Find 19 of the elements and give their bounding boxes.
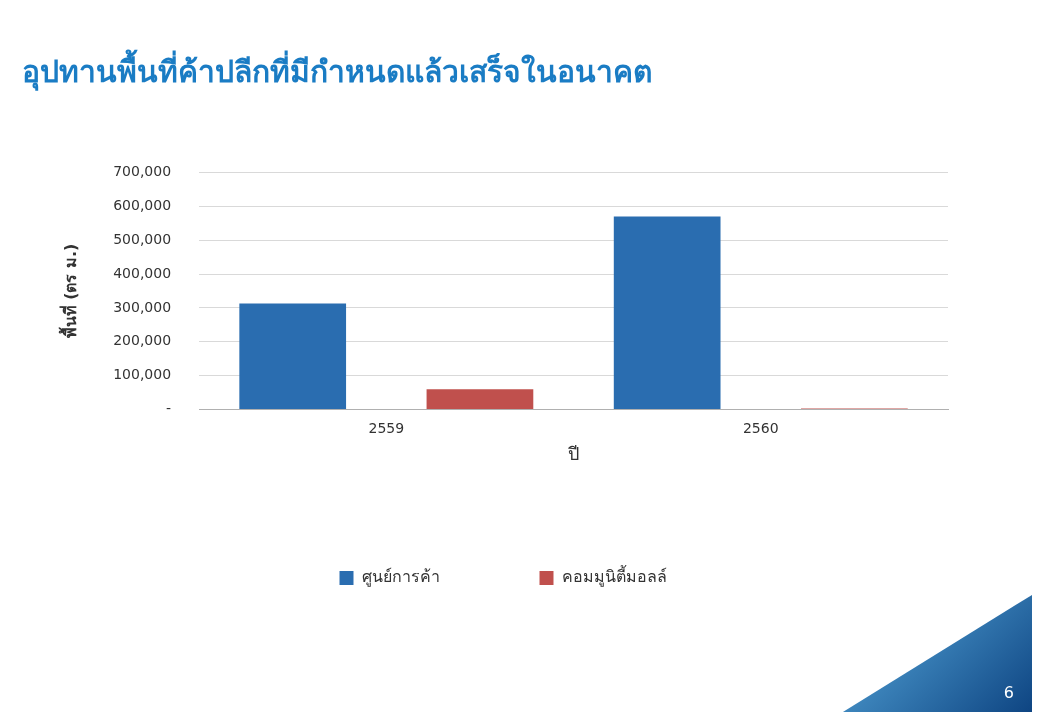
y-tick-label: 500,000 <box>113 230 172 247</box>
y-tick-label: 200,000 <box>113 332 172 349</box>
x-tick-label: 2559 <box>368 419 405 436</box>
legend-label: คอมมูนิตี้มอลล์ <box>561 565 667 588</box>
y-tick-label: 600,000 <box>113 196 172 213</box>
text: 6 <box>1003 683 1014 702</box>
y-tick-label: 400,000 <box>113 264 172 281</box>
y-tick-label: 100,000 <box>113 366 172 383</box>
y-tick-label: 300,000 <box>113 298 172 315</box>
legend-label: ศูนย์การค้า <box>361 567 440 588</box>
x-tick-label: 2560 <box>742 419 779 436</box>
y-tick-label: - <box>166 400 172 417</box>
bar <box>613 216 721 410</box>
x-axis-title: ปี <box>568 442 580 464</box>
bar <box>426 389 534 410</box>
bar <box>239 303 347 410</box>
y-axis-title: พื้นที่ (ตร ม.) <box>57 243 80 339</box>
y-tick-label: 700,000 <box>113 163 172 180</box>
chart-title: อุปทานพื้นที่ค้าปลีกที่มีกำหนดแล้วเสร็จในอนาคต <box>22 48 652 93</box>
